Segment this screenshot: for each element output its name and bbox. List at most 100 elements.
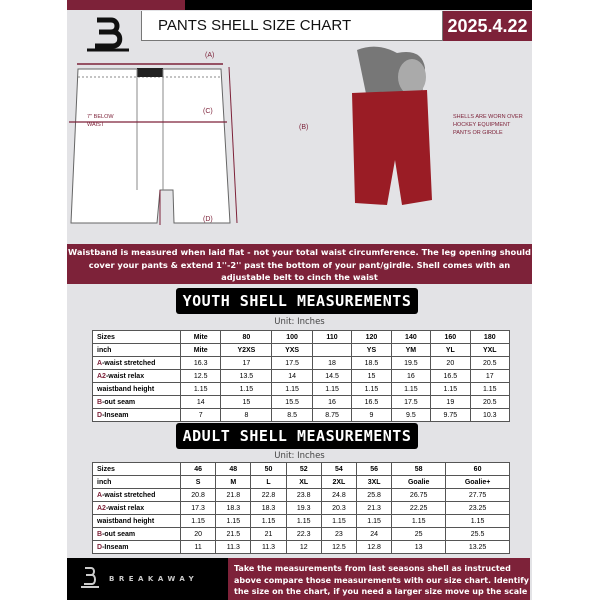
table-cell: 1.15 xyxy=(311,382,353,396)
table-cell: 11.3 xyxy=(215,540,252,554)
table-cell: 21.8 xyxy=(215,488,252,502)
table-cell: 13 xyxy=(391,540,447,554)
table-cell: 160 xyxy=(430,330,471,344)
adult-table-row: waistband height 1.15 1.15 1.15 1.15 1.15 1.15… xyxy=(92,514,510,528)
table-cell: 60 xyxy=(445,462,510,476)
table-cell: Mite xyxy=(179,343,222,357)
table-cell: 1.15 xyxy=(351,382,392,396)
adult-table-row: inch S M L XL 2XL 3XL Goalie Goalie+ xyxy=(92,475,510,489)
table-cell: 9.5 xyxy=(390,408,432,422)
label-c: (C) xyxy=(203,108,213,115)
table-cell: 1.15 xyxy=(445,514,510,528)
row-label-text: -Inseam xyxy=(102,543,129,551)
table-cell: 120 xyxy=(351,330,392,344)
table-cell: 12.5 xyxy=(179,369,222,383)
measure-marker: A2 xyxy=(97,372,106,380)
table-cell xyxy=(311,343,353,357)
table-cell: 21 xyxy=(250,527,287,541)
row-label: B-out seam xyxy=(92,395,181,409)
table-cell: 52 xyxy=(285,462,322,476)
table-cell: 13.25 xyxy=(445,540,510,554)
row-label-text: inch xyxy=(97,478,112,486)
table-cell: 24.8 xyxy=(320,488,358,502)
row-label-text: -waist stretched xyxy=(102,359,156,367)
label-b: (B) xyxy=(299,124,309,131)
table-cell: 17 xyxy=(469,369,511,383)
footer-brand-panel xyxy=(67,558,228,600)
table-cell: 17.3 xyxy=(179,501,217,515)
table-cell: 26.75 xyxy=(391,488,447,502)
row-label: A2-waist relax xyxy=(92,369,181,383)
table-cell: 15 xyxy=(351,369,392,383)
row-label-text: -out seam xyxy=(102,530,136,538)
table-cell: 2XL xyxy=(320,475,358,489)
youth-table-row: A2-waist relax 12.5 13.5 14 14.5 15 16 16.5 17 xyxy=(92,369,511,383)
row-label: A-waist stretched xyxy=(92,488,181,502)
youth-size-table: Sizes Mite 80 100 110 120 140 160 180 inch Mite Y2X… xyxy=(92,330,511,422)
table-cell: Mite xyxy=(179,330,222,344)
table-cell: 25.5 xyxy=(445,527,510,541)
youth-table-row: inch Mite Y2XS YXS YS YM YL YXL xyxy=(92,343,511,357)
youth-table-row: Sizes Mite 80 100 110 120 140 160 180 xyxy=(92,330,511,344)
adult-table-row: B-out seam 20 21.5 21 22.3 23 24 25 25.5 xyxy=(92,527,510,541)
table-cell: 140 xyxy=(390,330,432,344)
table-cell: YXL xyxy=(469,343,511,357)
table-cell: 48 xyxy=(215,462,252,476)
table-cell: 1.15 xyxy=(215,514,252,528)
table-cell: 1.15 xyxy=(390,382,432,396)
page-title: PANTS SHELL SIZE CHART xyxy=(158,17,352,34)
adult-table-row: D-Inseam 11 11.3 11.3 12 12.5 12.8 13 13.25 xyxy=(92,540,510,554)
table-cell: 23 xyxy=(320,527,358,541)
youth-table-row: waistband height 1.15 1.15 1.15 1.15 1.15 1.15… xyxy=(92,382,511,396)
adult-table-row: Sizes 46 48 50 52 54 56 58 60 xyxy=(92,462,510,476)
table-cell: 80 xyxy=(220,330,273,344)
table-cell: 11.3 xyxy=(250,540,287,554)
title-box: PANTS SHELL SIZE CHART xyxy=(141,11,443,41)
table-cell: 23.25 xyxy=(445,501,510,515)
adult-unit-label: Unit: Inches xyxy=(274,451,325,461)
row-label: Sizes xyxy=(92,330,181,344)
row-label: inch xyxy=(92,475,181,489)
table-cell: 100 xyxy=(271,330,313,344)
table-cell: 16.5 xyxy=(351,395,392,409)
table-cell: YM xyxy=(390,343,432,357)
table-cell: Goalie xyxy=(391,475,447,489)
row-label: B-out seam xyxy=(92,527,181,541)
table-cell: 1.15 xyxy=(356,514,393,528)
table-cell: 54 xyxy=(320,462,358,476)
youth-unit-label: Unit: Inches xyxy=(274,317,325,327)
table-cell: 22.3 xyxy=(285,527,322,541)
table-cell: 16.3 xyxy=(179,356,222,370)
table-cell: 7 xyxy=(179,408,222,422)
table-cell: 14 xyxy=(271,369,313,383)
row-label-text: waistband height xyxy=(97,517,155,525)
top-bar-accent xyxy=(67,0,185,10)
table-cell: 18.3 xyxy=(215,501,252,515)
table-cell: 46 xyxy=(179,462,217,476)
row-label: waistband height xyxy=(92,382,181,396)
table-cell: 14 xyxy=(179,395,222,409)
size-chart-page: PANTS SHELL SIZE CHART 2025.4.22 (A) (C)… xyxy=(67,0,532,608)
table-cell: 22.8 xyxy=(250,488,287,502)
waistband-info-band: Waistband is measured when laid flat - n… xyxy=(67,244,532,284)
table-cell: 1.15 xyxy=(285,514,322,528)
measure-marker: D xyxy=(97,543,103,551)
row-label-text: Sizes xyxy=(97,465,115,473)
row-label-text: -waist relax xyxy=(105,372,145,380)
table-cell: 25 xyxy=(391,527,447,541)
row-label-text: -waist relax xyxy=(105,504,145,512)
breakaway-footer-logo-icon xyxy=(81,567,99,588)
footer-instructions: Take the measurements from last seasons … xyxy=(228,558,530,608)
measure-marker: A xyxy=(97,491,103,499)
table-cell: 1.15 xyxy=(430,382,471,396)
table-cell: 20.8 xyxy=(179,488,217,502)
table-cell: 18 xyxy=(311,356,353,370)
table-cell: 12 xyxy=(285,540,322,554)
measure-marker: B xyxy=(97,398,103,406)
table-cell: 1.15 xyxy=(320,514,358,528)
row-label: Sizes xyxy=(92,462,181,476)
table-cell: 9.75 xyxy=(430,408,471,422)
pants-diagram: (A) (C) (B) (D) 7'' BELOW WAIST SHELLS A… xyxy=(67,45,532,240)
table-cell: 11 xyxy=(179,540,217,554)
row-label-text: -out seam xyxy=(102,398,136,406)
